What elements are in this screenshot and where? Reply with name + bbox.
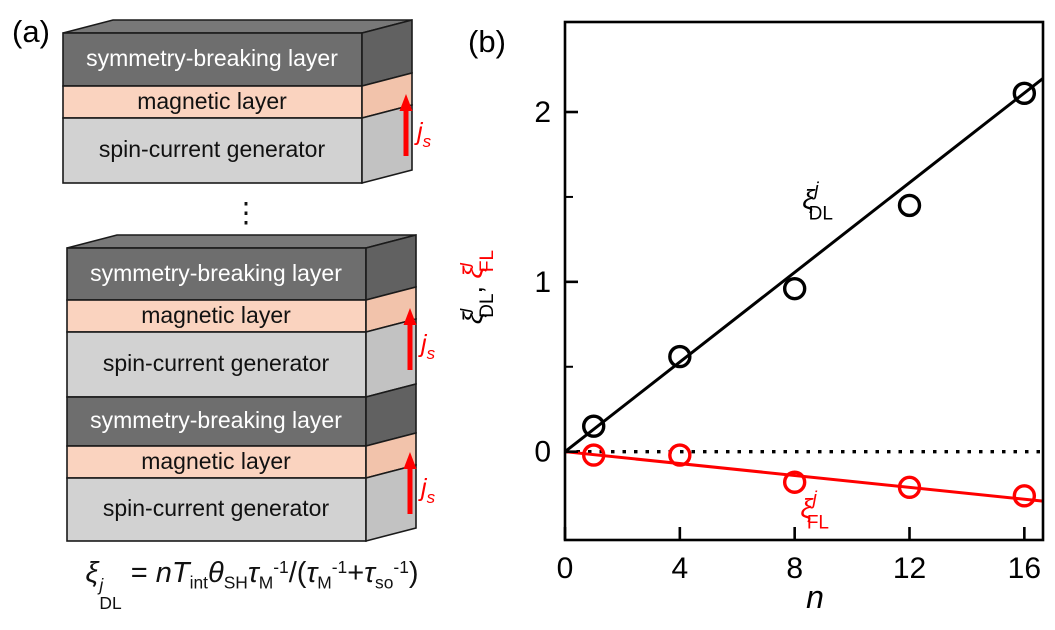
formula-part: M (258, 572, 274, 593)
layer-generator-label: spin-current generator (103, 495, 330, 521)
formula-part: DL (99, 592, 122, 613)
formula-part: τ (364, 557, 376, 590)
layer-generator-side (361, 103, 413, 185)
layer-magnetic-front (66, 299, 367, 333)
series-label-xi-fl: ξj FL (801, 489, 830, 534)
data-point-xi-fl (782, 470, 807, 494)
label-sub: DL (477, 293, 498, 317)
stack-single: symmetry-breaking layer magnetic layer s… (62, 18, 432, 185)
layer-symmetry-front (62, 32, 363, 87)
fit-line-xi-dl (564, 77, 1044, 453)
label-sub: FL (807, 513, 829, 534)
x-axis-label: n (806, 579, 824, 615)
layer-magnetic-label: magnetic layer (141, 448, 291, 474)
formula-part: int (189, 572, 208, 593)
stack-top-face (66, 234, 417, 249)
formula-part: M (317, 572, 332, 593)
data-point-xi-fl (897, 475, 922, 500)
formula-part: ξ (85, 557, 99, 590)
label-sup: j (811, 180, 819, 201)
layer-symmetry-front (66, 396, 367, 447)
data-point-xi-fl (668, 443, 692, 467)
label-xi: ξ (802, 185, 816, 215)
js-label-sub: s (423, 132, 432, 151)
js-label: js (414, 118, 432, 151)
formula: ξ j DL = nTintθSHτM-1/(τM-1+τso-1) (46, 557, 458, 612)
formula-part: -1 (393, 557, 409, 577)
layer-generator-front (66, 331, 367, 398)
layer-symmetry-label: symmetry-breaking layer (86, 45, 338, 71)
series-label-xi-dl: ξj DL (802, 180, 833, 225)
js-label: js (418, 474, 436, 507)
js-arrowhead-icon (403, 308, 417, 325)
formula-part: j (99, 575, 104, 596)
layer-generator-label: spin-current generator (103, 350, 330, 376)
formula-part: = (122, 557, 156, 590)
formula-part: so (375, 572, 394, 593)
layer-magnetic-front (66, 445, 367, 479)
data-point-xi-dl (897, 193, 922, 218)
x-tick-label: 12 (893, 552, 926, 585)
x-tick-label: 0 (557, 552, 574, 585)
formula-part: ) (408, 557, 419, 590)
data-point-xi-dl (782, 276, 807, 301)
label-separator: , (460, 278, 488, 293)
formula-part: /( (288, 557, 307, 590)
formula-script-stack: j DL (99, 575, 122, 613)
y-tick-label: 1 (534, 266, 551, 299)
formula-part: -1 (273, 557, 289, 577)
layer-symmetry-label: symmetry-breaking layer (90, 407, 342, 433)
label-sub: DL (809, 204, 833, 225)
data-point-xi-dl (1012, 81, 1037, 106)
panel-a-label: (a) (12, 14, 50, 49)
label-sub: FL (477, 250, 498, 272)
data-point-xi-dl (668, 344, 692, 369)
formula-part: θ (207, 557, 224, 590)
layer-generator-label: spin-current generator (99, 136, 326, 162)
formula-part: + (347, 557, 365, 590)
x-tick-label: 8 (786, 552, 803, 585)
js-label-sub: s (427, 344, 436, 363)
label-sup: j (460, 261, 474, 269)
label-sup: j (810, 489, 818, 510)
js-label-base: j (418, 474, 428, 502)
label-xi: ξ (460, 264, 488, 278)
y-tick-label: 2 (534, 96, 551, 129)
js-label-sub: s (427, 488, 436, 507)
layer-generator-side (365, 463, 417, 543)
label-xi: ξ (801, 494, 815, 524)
js-arrowhead-icon (403, 452, 417, 469)
js-label-base: j (414, 118, 424, 146)
panel-a-diagram: symmetry-breaking layer magnetic layer s… (62, 18, 436, 543)
label-xi: ξ (460, 310, 488, 324)
x-tick-label: 16 (1008, 552, 1041, 585)
formula-part: T (171, 557, 190, 590)
js-arrowhead-icon (399, 94, 413, 111)
formula-part: SH (223, 572, 248, 593)
stack-repeated: symmetry-breaking layer magnetic layer s… (66, 233, 436, 543)
panel-b-label: (b) (468, 24, 506, 59)
plot-border (563, 20, 1045, 542)
js-label-base: j (418, 330, 428, 358)
formula-part: τ (247, 557, 259, 590)
formula-part: n (155, 557, 172, 590)
layer-symmetry-label: symmetry-breaking layer (90, 260, 342, 286)
label-sup: j (460, 307, 474, 315)
js-label: js (418, 330, 436, 363)
data-point-xi-dl (582, 414, 606, 438)
x-tick-label: 4 (671, 552, 688, 585)
formula-part: τ (306, 557, 318, 590)
y-tick-label: 0 (534, 436, 551, 469)
data-point-xi-fl (582, 443, 606, 467)
formula-part: -1 (331, 557, 348, 577)
data-point-xi-fl (1012, 484, 1037, 508)
layer-magnetic-label: magnetic layer (137, 88, 287, 114)
repeat-ellipsis: ⋮ (232, 197, 260, 228)
stack-top-face (62, 19, 413, 34)
layer-generator-front (62, 117, 363, 184)
layer-magnetic-label: magnetic layer (141, 302, 291, 328)
